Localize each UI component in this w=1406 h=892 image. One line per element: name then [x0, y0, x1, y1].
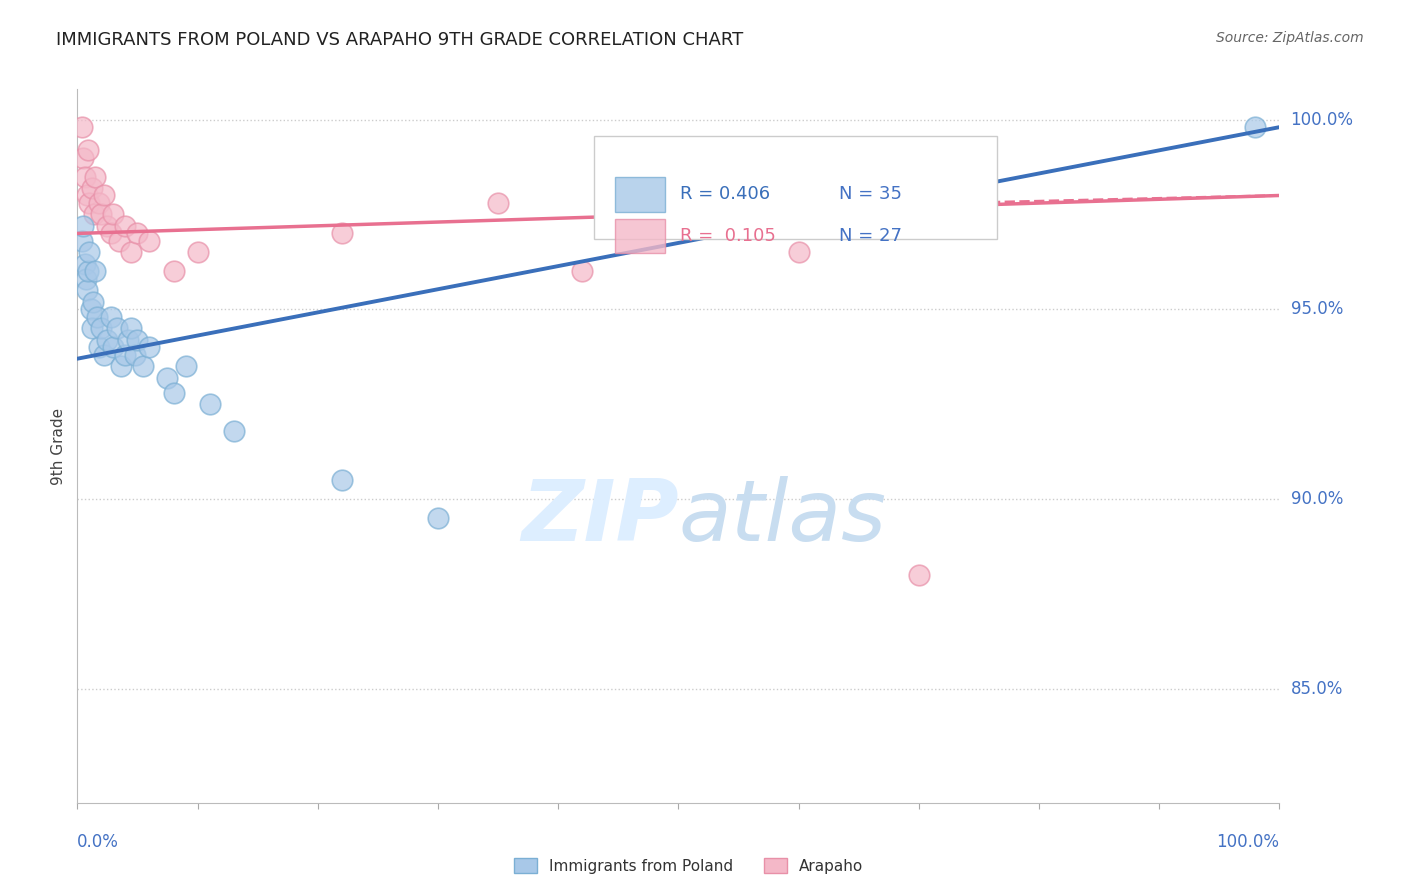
Point [108, 234, 131, 248]
Point [82, 294, 104, 309]
Point [76, 188, 98, 202]
Text: 100.0%: 100.0% [1216, 833, 1279, 851]
Point [110, 359, 132, 374]
Point [73, 169, 96, 184]
Text: 95.0%: 95.0% [1291, 301, 1343, 318]
Point [87, 340, 110, 354]
Point [908, 568, 931, 582]
Point [90, 207, 112, 221]
Text: atlas: atlas [679, 475, 886, 559]
Point [114, 348, 136, 362]
Point [174, 359, 197, 374]
Point [132, 359, 155, 374]
Point [138, 340, 160, 354]
Point [70, 120, 93, 135]
Point [162, 264, 184, 278]
Text: 85.0%: 85.0% [1291, 680, 1343, 698]
Point [87, 196, 110, 211]
Point [100, 310, 122, 324]
Text: 90.0%: 90.0% [1291, 490, 1343, 508]
Point [86, 310, 108, 324]
Point [84, 264, 107, 278]
Text: IMMIGRANTS FROM POLAND VS ARAPAHO 9TH GRADE CORRELATION CHART: IMMIGRANTS FROM POLAND VS ARAPAHO 9TH GR… [56, 31, 744, 49]
Point [571, 264, 593, 278]
Point [90, 321, 112, 335]
Point [120, 245, 142, 260]
Text: ZIP: ZIP [520, 475, 679, 559]
Point [79, 196, 101, 211]
Y-axis label: 9th Grade: 9th Grade [51, 408, 66, 484]
Point [103, 207, 125, 221]
Point [127, 227, 149, 241]
Text: R = 0.406: R = 0.406 [679, 186, 769, 203]
Point [77, 264, 100, 278]
Point [127, 333, 149, 347]
Text: 0.0%: 0.0% [77, 833, 120, 851]
FancyBboxPatch shape [614, 219, 665, 253]
Point [222, 424, 245, 438]
Text: 100.0%: 100.0% [1291, 111, 1354, 128]
Point [114, 219, 136, 233]
Text: N = 27: N = 27 [839, 227, 903, 244]
Point [486, 196, 509, 211]
Point [76, 284, 98, 298]
Point [96, 219, 118, 233]
Point [330, 227, 353, 241]
FancyBboxPatch shape [614, 178, 665, 211]
Text: N = 35: N = 35 [839, 186, 903, 203]
Point [1244, 120, 1267, 135]
Point [162, 385, 184, 400]
Point [138, 234, 160, 248]
Point [73, 257, 96, 271]
Point [72, 151, 94, 165]
Point [80, 321, 103, 335]
Text: Source: ZipAtlas.com: Source: ZipAtlas.com [1216, 31, 1364, 45]
Legend: Immigrants from Poland, Arapaho: Immigrants from Poland, Arapaho [508, 852, 870, 880]
Point [96, 333, 118, 347]
Point [787, 245, 810, 260]
Point [93, 188, 115, 202]
Point [120, 321, 142, 335]
Point [100, 227, 122, 241]
Text: R =  0.105: R = 0.105 [679, 227, 776, 244]
FancyBboxPatch shape [595, 136, 997, 239]
Point [93, 348, 115, 362]
Point [72, 219, 94, 233]
Point [124, 348, 146, 362]
Point [117, 333, 139, 347]
Point [330, 473, 353, 487]
Point [80, 181, 103, 195]
Point [84, 169, 107, 184]
Point [75, 272, 97, 286]
Point [70, 234, 93, 248]
Point [156, 370, 179, 384]
Point [105, 321, 128, 335]
Point [79, 245, 101, 260]
Point [83, 207, 105, 221]
Point [103, 340, 125, 354]
Point [79, 302, 101, 317]
Point [427, 511, 450, 525]
Point [198, 397, 221, 411]
Point [77, 143, 100, 157]
Point [186, 245, 209, 260]
